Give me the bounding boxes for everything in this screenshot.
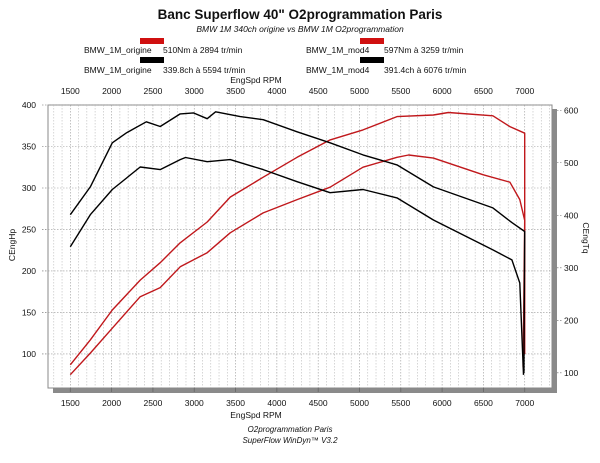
y-tick-label-left: 250	[22, 224, 36, 234]
x-tick-label-top: 6000	[433, 86, 452, 96]
y-tick-label-right: 300	[564, 263, 578, 273]
y-tick-label-right: 500	[564, 158, 578, 168]
footer-line-2: SuperFlow WinDyn™ V3.2	[242, 436, 338, 445]
x-tick-label-top: 7000	[515, 86, 534, 96]
x-tick-label-top: 4500	[309, 86, 328, 96]
x-tick-label: 2000	[102, 398, 121, 408]
x-tick-label-top: 5500	[391, 86, 410, 96]
x-axis-label: EngSpd RPM	[230, 410, 282, 420]
x-tick-label: 6000	[433, 398, 452, 408]
y-axis-label-right: CEngTq	[581, 222, 591, 253]
x-tick-label-top: 2000	[102, 86, 121, 96]
plot-frame	[47, 104, 553, 389]
x-tick-label-top: 3500	[226, 86, 245, 96]
x-tick-label-top: 4000	[267, 86, 286, 96]
x-tick-label-top: 5000	[350, 86, 369, 96]
legend-swatch-red-2	[360, 38, 384, 44]
x-axis-label-top: EngSpd RPM	[230, 75, 282, 85]
y-axis-label-left: CEngHp	[7, 229, 17, 261]
y-tick-label-right: 400	[564, 210, 578, 220]
x-tick-label: 1500	[61, 398, 80, 408]
chart-subtitle: BMW 1M 340ch origine vs BMW 1M O2program…	[196, 24, 404, 34]
x-tick-label-top: 3000	[185, 86, 204, 96]
chart-title: Banc Superflow 40" O2programmation Paris	[158, 7, 443, 22]
legend-value: 597Nm à 3259 tr/min	[384, 45, 464, 55]
y-tick-label-left: 400	[22, 100, 36, 110]
x-tick-label: 4500	[309, 398, 328, 408]
x-tick-label-top: 6500	[474, 86, 493, 96]
legend-name: BMW_1M_origine	[84, 45, 152, 55]
x-tick-label: 4000	[267, 398, 286, 408]
y-tick-label-left: 300	[22, 183, 36, 193]
x-tick-label: 3000	[185, 398, 204, 408]
x-tick-label-top: 2500	[143, 86, 162, 96]
legend-swatch-black-1	[140, 57, 164, 63]
y-tick-label-left: 350	[22, 141, 36, 151]
y-tick-label-left: 100	[22, 349, 36, 359]
y-tick-label-left: 200	[22, 266, 36, 276]
legend: BMW_1M_origine 510Nm à 2894 tr/min BMW_1…	[84, 38, 466, 75]
frame-shadow-bottom	[53, 388, 557, 393]
x-tick-label: 2500	[143, 398, 162, 408]
x-tick-label-top: 1500	[61, 86, 80, 96]
legend-value: 510Nm à 2894 tr/min	[163, 45, 243, 55]
series-line-bmw-1m-mod4-power	[69, 111, 526, 366]
y-tick-label-right: 100	[564, 368, 578, 378]
y-tick-label-right: 600	[564, 105, 578, 115]
x-tick-label: 3500	[226, 398, 245, 408]
legend-name: BMW_1M_mod4	[306, 45, 370, 55]
x-tick-label: 6500	[474, 398, 493, 408]
legend-name: BMW_1M_mod4	[306, 65, 370, 75]
legend-name: BMW_1M_origine	[84, 65, 152, 75]
y-tick-label-left: 150	[22, 307, 36, 317]
y-tick-label-right: 200	[564, 315, 578, 325]
legend-swatch-red-1	[140, 38, 164, 44]
series-line-bmw-1m-origine-torque	[69, 156, 525, 375]
legend-swatch-black-2	[360, 57, 384, 63]
series-line-bmw-1m-origine-power	[69, 154, 526, 376]
x-tick-label: 5500	[391, 398, 410, 408]
frame-shadow-right	[552, 109, 557, 393]
plot-area: 1500 1500 2000 2000 2500 2500 3000 3000 3500 3500…	[22, 86, 579, 408]
x-tick-label: 5000	[350, 398, 369, 408]
series-line-bmw-1m-mod4-torque	[69, 111, 526, 373]
x-tick-label: 7000	[515, 398, 534, 408]
legend-value: 391.4ch à 6076 tr/min	[384, 65, 466, 75]
legend-value: 339.8ch à 5594 tr/min	[163, 65, 245, 75]
footer-line-1: O2programmation Paris	[248, 425, 333, 434]
